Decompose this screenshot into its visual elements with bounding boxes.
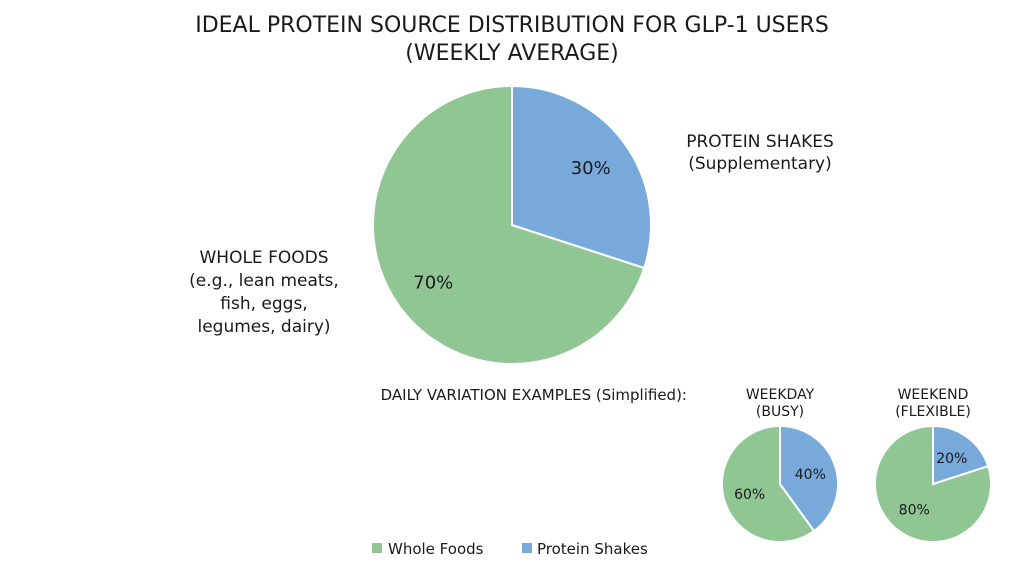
main-pie-category-label-whole-foods-line: fish, eggs, [220, 294, 307, 314]
main-pie-slice-protein-shakes [511, 84, 652, 270]
chart-title: IDEAL PROTEIN SOURCE DISTRIBUTION FOR GL… [195, 13, 829, 38]
main-pie-slice-whole-foods [372, 84, 646, 365]
legend-swatch-protein-shakes [522, 543, 532, 553]
legend: Whole Foods Protein Shakes [372, 540, 648, 558]
weekend-pie-title-line: (FLEXIBLE) [895, 404, 971, 420]
chart-subtitle: (WEEKLY AVERAGE) [405, 41, 619, 66]
weekday-pie-title-line: (BUSY) [756, 404, 804, 420]
main-pie-category-label-whole-foods-line: (e.g., lean meats, [189, 271, 339, 291]
weekday-pie-value-label-protein-shakes: 40% [795, 467, 826, 483]
weekend-pie-slice-protein-shakes [932, 424, 990, 486]
weekday-pie-title-line: WEEKDAY [746, 387, 815, 403]
weekday-pie-slice-protein-shakes [779, 424, 839, 533]
weekday-pie-slice-whole-foods [721, 424, 816, 543]
legend-label-whole-foods: Whole Foods [388, 540, 484, 558]
weekend-pie-value-label-whole-foods: 80% [899, 503, 930, 519]
main-pie-value-label-protein-shakes: 30% [571, 158, 611, 179]
legend-swatch-whole-foods [372, 543, 382, 553]
weekday-pie-value-label-whole-foods: 60% [734, 487, 765, 503]
weekday-pie-chart: WEEKDAY(BUSY) 60% 40% [721, 387, 839, 543]
main-pie-category-label-protein-shakes-line: (Supplementary) [688, 154, 832, 174]
main-pie-chart: 70% 30% WHOLE FOODS (e.g., lean meats, fish,… [189, 84, 834, 365]
section-label: DAILY VARIATION EXAMPLES (Simplified): [381, 386, 687, 404]
main-pie-value-label-whole-foods: 70% [413, 272, 453, 293]
weekend-pie-slice-whole-foods [874, 424, 992, 543]
legend-label-protein-shakes: Protein Shakes [537, 540, 648, 558]
main-pie-category-label-whole-foods-line: WHOLE FOODS [199, 248, 328, 268]
main-pie-category-label-whole-foods-line: legumes, dairy) [197, 317, 330, 337]
weekend-pie-title-line: WEEKEND [898, 387, 969, 403]
weekend-pie-value-label-protein-shakes: 20% [936, 451, 967, 467]
weekend-pie-chart: WEEKEND(FLEXIBLE) 80% 20% [874, 387, 992, 543]
main-pie-category-label-protein-shakes-line: PROTEIN SHAKES [686, 132, 834, 152]
